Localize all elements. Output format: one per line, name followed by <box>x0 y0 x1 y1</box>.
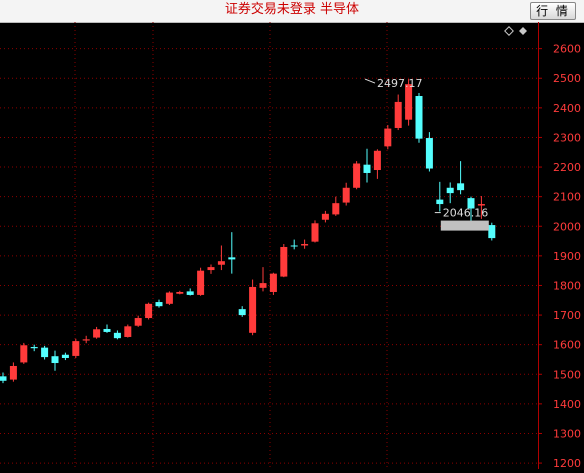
candle-body <box>269 273 277 292</box>
y-tick-label: 2000 <box>553 220 581 233</box>
candle-body <box>415 96 423 139</box>
candle-body <box>373 150 381 171</box>
candle-body <box>394 101 402 128</box>
high-price-label: 2497.17 <box>377 77 423 90</box>
candle-body <box>9 365 17 380</box>
candle-body <box>197 270 205 295</box>
candle-body <box>249 286 257 333</box>
diamond-tool-icon[interactable] <box>504 26 514 36</box>
y-tick-label: 2500 <box>553 72 581 85</box>
candles-layer <box>0 79 496 384</box>
candle-body <box>259 283 267 288</box>
y-tick-label: 1200 <box>553 457 581 469</box>
candle-body <box>72 341 80 356</box>
y-tick-label: 1400 <box>553 398 581 411</box>
candle-body <box>477 204 485 206</box>
y-tick-label: 1600 <box>553 339 581 352</box>
candle-body <box>20 345 28 363</box>
candle-body <box>332 203 340 215</box>
window-title: 证券交易未登录 半导体 <box>224 2 360 17</box>
candle-body <box>436 199 444 205</box>
candle-body <box>228 257 236 260</box>
last-price-bar <box>440 220 489 231</box>
y-tick-label: 2100 <box>553 191 581 204</box>
y-tick-label: 2300 <box>553 131 581 144</box>
candle-body <box>488 225 496 239</box>
y-tick-label: 1700 <box>553 309 581 322</box>
candle-body <box>301 244 309 246</box>
candle-body <box>467 198 475 209</box>
candle-body <box>82 339 90 341</box>
candle-body <box>207 267 215 271</box>
title-bar: 证券交易未登录 半导体 行 情 <box>0 0 584 23</box>
candle-body <box>425 138 433 169</box>
candle-body <box>0 376 7 381</box>
candle-body <box>290 245 298 247</box>
price-axis: 1200 1300 1400 1500 1600 1700 1800 1900 2000 2100… <box>538 22 581 470</box>
chart-tools <box>504 26 527 36</box>
candle-body <box>113 332 121 339</box>
y-tick-label: 2400 <box>553 102 581 115</box>
candle-body <box>176 291 184 294</box>
last-price-label: 2046.16 <box>443 207 489 220</box>
market-button[interactable]: 行 情 <box>530 2 576 20</box>
candle-body <box>321 213 329 220</box>
candle-body <box>280 246 288 277</box>
candle-body <box>51 356 59 364</box>
candle-body <box>446 187 454 194</box>
candle-body <box>61 354 69 358</box>
candle-body <box>30 347 38 349</box>
candle-body <box>384 128 392 147</box>
y-tick-label: 1300 <box>553 427 581 440</box>
candle-body <box>342 187 350 203</box>
candle-body <box>186 291 194 295</box>
candle-body <box>363 164 371 173</box>
candle-body <box>217 261 225 265</box>
y-tick-label: 1800 <box>553 279 581 292</box>
y-tick-label: 1900 <box>553 250 581 263</box>
candle-body <box>103 328 111 332</box>
y-tick-label: 2600 <box>553 43 581 56</box>
annotations-layer: 2497.17 2046.16 <box>364 77 489 231</box>
y-tick-label: 2200 <box>553 161 581 174</box>
candle-body <box>134 318 142 326</box>
candle-body <box>41 347 49 358</box>
candle-body <box>238 309 246 316</box>
candle-body <box>124 326 132 337</box>
grid-layer <box>0 22 538 469</box>
chart-canvas: 1200 1300 1400 1500 1600 1700 1800 1900 2000 2100… <box>0 22 581 470</box>
candlestick-chart: 1200 1300 1400 1500 1600 1700 1800 1900 2000 2100… <box>0 22 584 470</box>
candle-body <box>155 302 163 307</box>
y-tick-label: 1500 <box>553 368 581 381</box>
candle-body <box>457 183 465 191</box>
high-marker-arrow <box>364 78 376 84</box>
candle-body <box>311 223 319 242</box>
candle-body <box>93 329 101 338</box>
candle-body <box>165 292 173 304</box>
candle-body <box>145 303 153 319</box>
candle-body <box>353 163 361 188</box>
candle-body <box>405 84 413 120</box>
diamond-fill-icon[interactable] <box>519 27 527 35</box>
